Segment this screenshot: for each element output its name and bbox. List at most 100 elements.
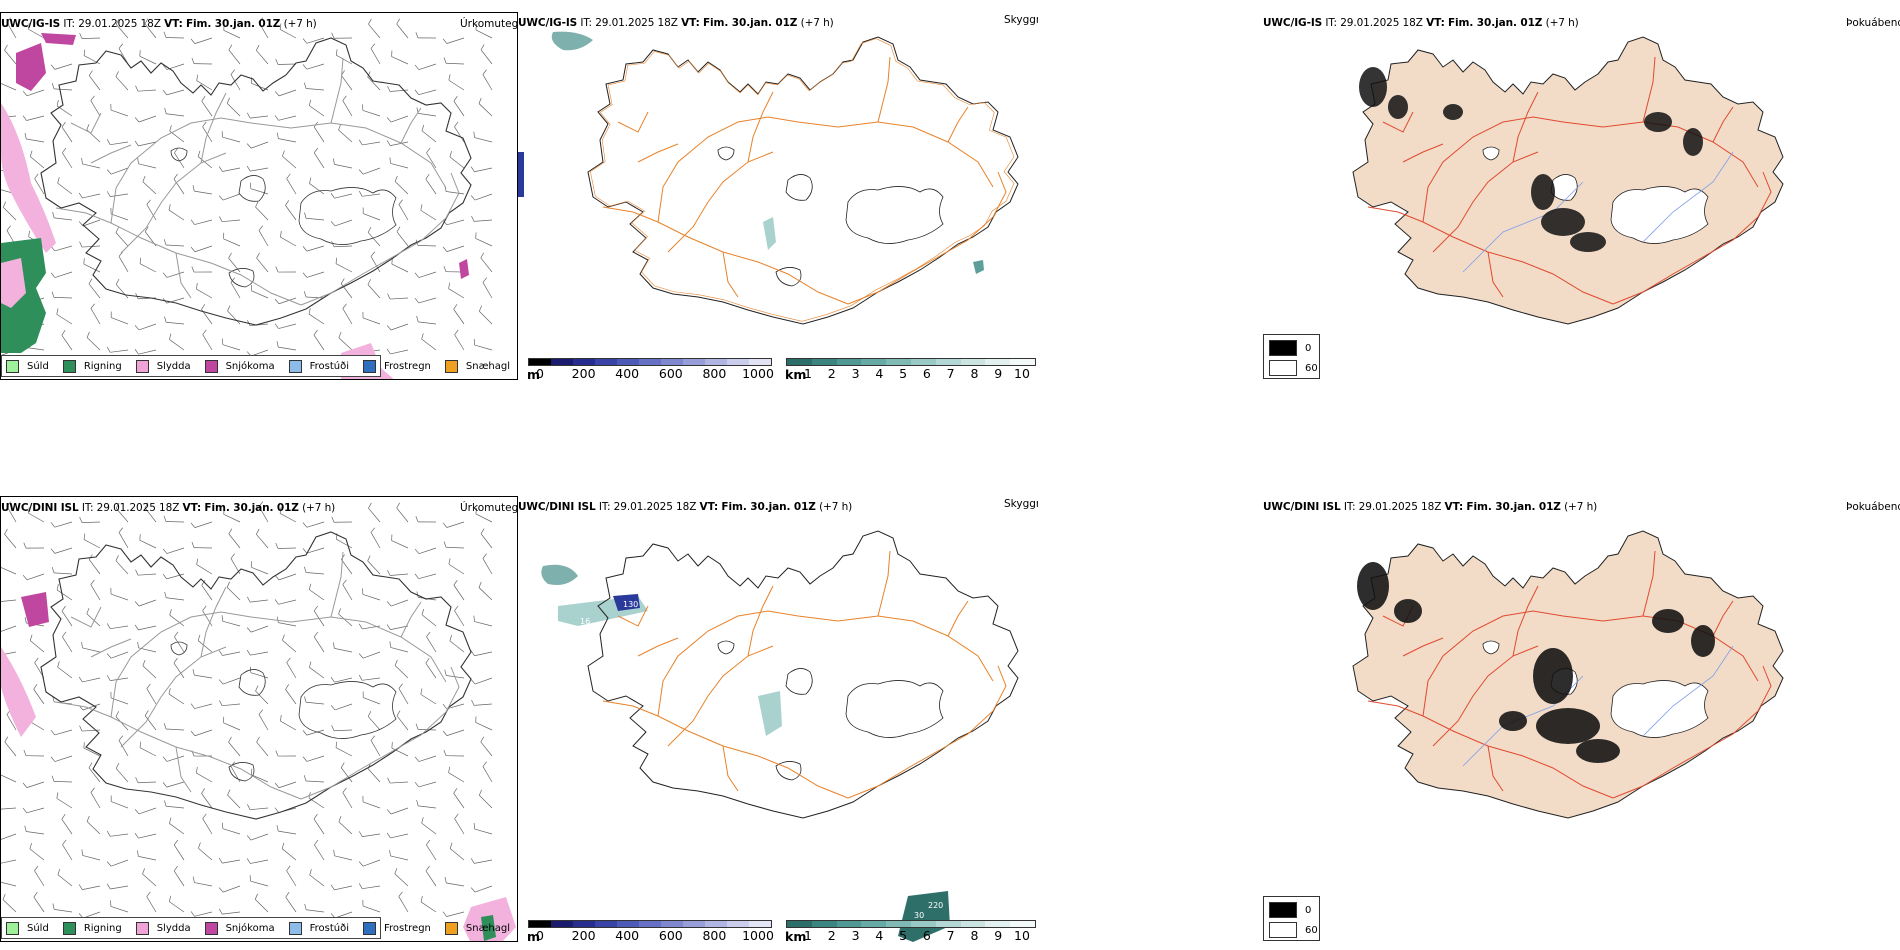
wind-barb [475,722,493,731]
wind-barb [306,909,325,913]
wind-barb-flag [230,553,235,559]
wind-barb [448,79,465,91]
wind-barb [165,37,185,39]
wind-barb [449,640,465,653]
wind-barb-flag [28,230,30,237]
wind-barb-flag [443,749,447,756]
wind-barb-flag [370,527,376,533]
wind-barb-flag [394,659,398,666]
wind-barb [480,741,493,757]
wind-barb [1,625,17,632]
wind-barb [280,236,297,247]
panel-header: UWC/DINI ISL IT: 29.01.2025 18Z VT: Fim.… [1,502,336,514]
wind-barb-flag [342,303,347,309]
wind-barb-flag [115,71,119,77]
overlay-label: 50 [578,197,588,206]
legend-swatch [62,921,76,935]
wind-barb [251,774,269,783]
wind-barb [1,807,17,810]
wind-barb-flag [61,814,66,820]
wind-barb-flag [473,131,475,138]
wind-barb [81,37,101,39]
wind-barb [342,584,353,601]
wind-barb-flag [302,756,308,762]
wind-barb [418,805,437,809]
wind-barb-flag [115,555,119,561]
wind-barb [138,163,157,169]
wind-barb [282,155,297,169]
wind-barb [454,610,465,627]
wind-barb-flag [162,756,168,762]
wind-barb [62,844,73,861]
wind-barb [138,323,157,331]
wind-barb-flag [304,696,307,703]
wind-barb [474,137,493,143]
precip-type-panel-row2: UWC/DINI ISL IT: 29.01.2025 18Z VT: Fim.… [0,496,518,942]
wind-barb-flag [387,293,391,300]
wind-barb [256,534,269,549]
wind-barb-flag [340,278,345,284]
wind-barb [396,507,409,523]
wind-barb-flag [470,858,475,864]
wind-barb [398,896,409,913]
wind-barb [370,256,381,273]
wind-barb [138,599,157,607]
wind-barb [390,323,409,331]
wind-barb-flag [414,573,419,579]
wind-barb [115,76,129,91]
wind-barb-flag [144,226,149,232]
wind-barb-flag [163,723,167,730]
wind-barb [166,244,185,247]
legend-label: Súld [27,360,49,372]
wind-barb-flag [4,44,8,51]
wind-barb [309,183,325,195]
wind-barb-flag [258,709,263,715]
wind-barb [110,833,129,837]
wind-barb-flag [169,817,172,824]
wind-barb-flag [226,581,230,588]
panel-header: UWC/IG-IS IT: 29.01.2025 18Z VT: Fim. 30… [1263,17,1579,29]
wind-barb [223,722,241,731]
wind-barb-flag [162,548,168,554]
wind-barb-flag [191,541,195,548]
wind-barb-flag [453,304,458,310]
wind-barb-flag [246,627,252,633]
wind-barb [138,115,157,123]
wind-barb [1,599,17,602]
wind-barb-flag [396,18,400,25]
wind-barb [309,105,325,117]
wind-barb [90,308,101,325]
wind-barb [115,24,129,39]
wind-barb-flag [443,541,447,548]
wind-barb [308,313,325,325]
wind-barb-flag [389,849,391,857]
wind-barb [277,63,297,65]
wind-barb [250,833,269,841]
wind-barb-flag [218,650,223,656]
wind-barb-flag [274,575,280,581]
wind-barb [194,190,213,195]
wind-barb [118,532,129,549]
wind-barb [174,152,185,169]
wind-barb-flag [118,527,124,533]
wind-barb [278,573,297,581]
wind-barb-flag [398,683,403,689]
wind-barb-flag [190,911,195,917]
wind-barb-flag [425,174,430,180]
wind-barb-flag [442,38,448,44]
wind-barb [420,901,437,913]
wind-barb [201,585,213,601]
wind-barb [56,589,73,601]
wind-barb [222,651,241,656]
legend-item: Frostregn [363,359,431,373]
wind-barb [88,75,101,91]
wind-barb [222,911,241,915]
wind-barb-flag [396,710,401,716]
fog-legend-label: 60 [1305,924,1318,936]
precip-type-panel-row1: UWC/IG-IS IT: 29.01.2025 18Z VT: Fim. 30… [0,12,518,380]
wind-barb [479,795,493,809]
wind-barb [110,906,129,913]
wind-barb-flag [139,257,142,264]
wind-barb [336,54,353,65]
wind-barb-flag [389,641,391,648]
